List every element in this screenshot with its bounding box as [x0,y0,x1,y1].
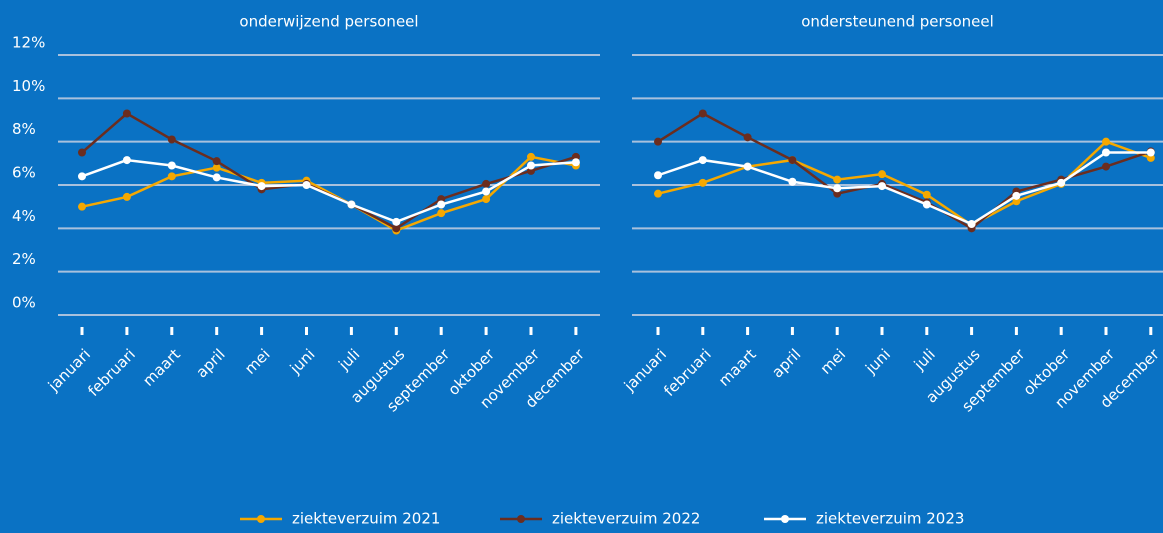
chart-title: ondersteunend personeel [801,13,994,31]
y-tick-label: 6% [12,164,36,182]
data-point [257,182,266,191]
data-point [527,161,535,170]
data-point [527,152,535,161]
y-tick-label: 8% [12,120,36,138]
chart-title: onderwijzend personeel [239,13,418,31]
data-point [482,187,491,196]
legend-dot [517,515,525,523]
data-point [1102,148,1110,157]
data-point [437,200,446,209]
data-point [788,177,797,186]
data-point [698,109,707,118]
series-line [81,155,577,232]
data-point [482,179,491,188]
data-point [654,137,662,146]
data-point [698,156,707,165]
data-point [122,192,131,201]
y-tick-label: 12% [12,34,45,52]
legend-dot [257,515,265,523]
data-point [212,163,221,172]
data-point [78,202,86,211]
legend-dot [781,515,789,523]
data-point [167,172,176,181]
data-point [212,157,221,166]
legend-label: ziekteverzuim 2023 [816,510,964,528]
data-point [654,171,662,180]
data-point [78,172,86,181]
data-point [833,175,842,184]
y-tick-label: 0% [12,294,36,312]
data-point [122,156,131,165]
data-point [167,161,176,170]
data-point [878,182,886,191]
legend-label: ziekteverzuim 2022 [552,510,700,528]
data-point [571,158,580,167]
data-point [212,173,221,182]
data-point [698,178,707,187]
data-point [78,148,86,157]
data-point [833,184,842,193]
data-point [967,220,976,228]
data-point [1012,191,1021,200]
series-line [657,151,1151,226]
data-point [347,200,356,209]
data-point [122,109,131,118]
data-point [482,195,491,204]
data-point [1057,178,1066,187]
data-point [743,162,752,171]
y-tick-label: 10% [12,77,45,95]
data-point [654,189,662,198]
data-point [788,156,797,165]
data-point [1102,137,1110,146]
data-point [437,209,446,218]
data-point [392,217,401,226]
data-point [878,170,886,179]
y-tick-label: 2% [12,250,36,268]
data-point [922,190,931,199]
series-line [81,158,576,224]
y-tick-label: 4% [12,207,36,225]
legend-label: ziekteverzuim 2021 [292,510,440,528]
data-point [1146,148,1155,157]
data-point [302,181,311,189]
data-point [167,135,176,144]
data-point [1102,162,1110,171]
data-point [922,200,931,209]
data-point [743,133,752,142]
data-point [392,224,401,233]
